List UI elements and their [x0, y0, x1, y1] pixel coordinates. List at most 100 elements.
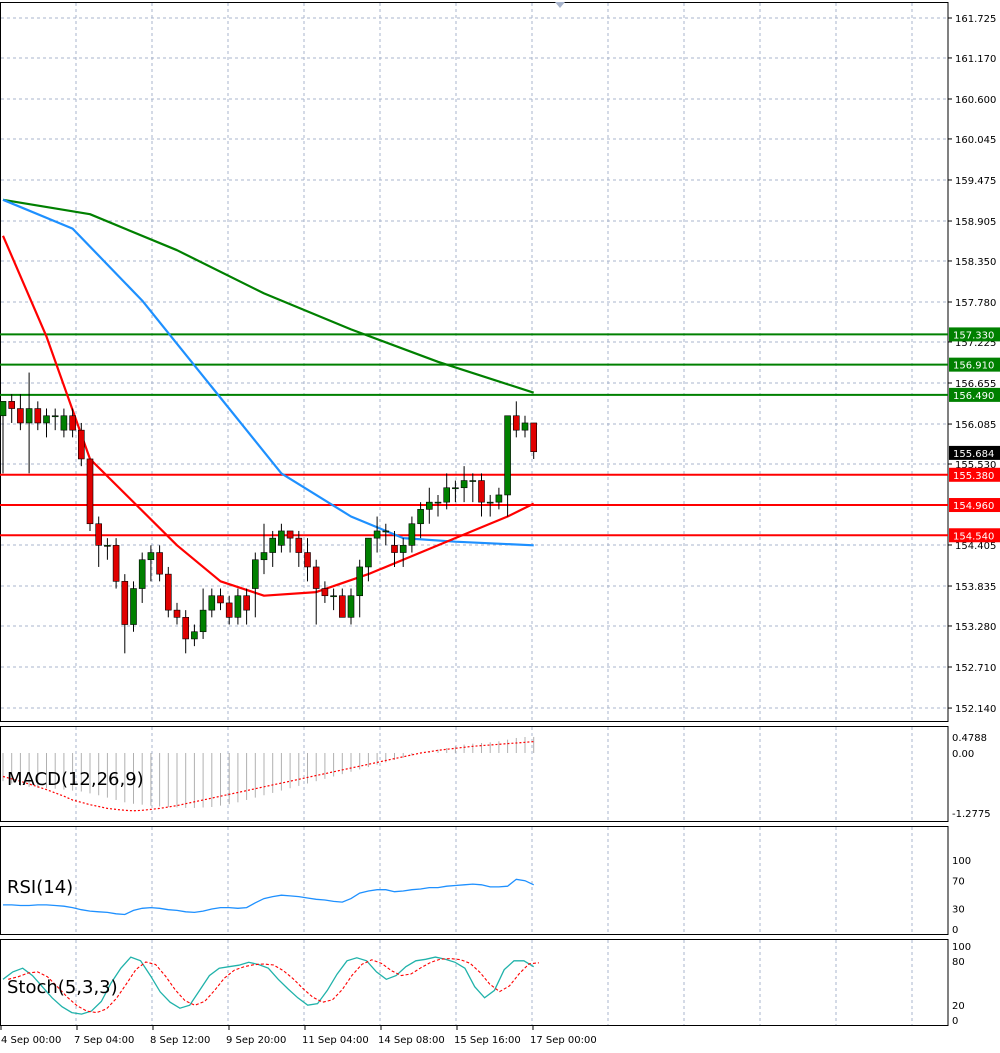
candle-body	[78, 429, 85, 460]
time-tick-label: 15 Sep 16:00	[454, 1035, 521, 1046]
price-tick-label: 160.045	[955, 135, 996, 146]
stoch-tick-label: 80	[952, 957, 965, 968]
candle-body	[460, 480, 468, 489]
pane-frame-2	[0, 826, 949, 935]
candle-body	[199, 609, 207, 633]
time-tick-label: 17 Sep 00:00	[530, 1035, 597, 1046]
time-tick-label: 11 Sep 04:00	[302, 1035, 369, 1046]
level-tag-label: 156.490	[953, 391, 994, 402]
candle-body	[225, 602, 233, 618]
candle-body	[138, 559, 146, 589]
price-tick-label: 161.725	[955, 14, 996, 25]
rsi-tick-label: 30	[952, 904, 965, 915]
price-tick-label: 161.170	[955, 54, 996, 65]
level-tag	[949, 357, 1000, 372]
stoch-tick-label: 0	[952, 1016, 958, 1027]
last-price-label: 155.684	[953, 449, 994, 460]
candle-body	[34, 408, 42, 424]
candle-body	[495, 494, 503, 503]
candle-body	[408, 523, 416, 546]
candle-body	[391, 545, 398, 553]
level-tag-label: 155.380	[953, 471, 994, 482]
candle-body	[295, 537, 303, 553]
moving-average-line-1	[2, 198, 534, 547]
candle-body	[191, 631, 198, 640]
candle-body	[338, 595, 346, 618]
price-tick-label: 153.280	[955, 622, 996, 633]
rsi-tick-label: 100	[952, 856, 971, 867]
price-tick-label: 159.475	[955, 176, 996, 187]
candle-body	[25, 408, 33, 424]
level-tag	[949, 387, 1000, 402]
level-tag	[949, 528, 1000, 543]
candle-body	[182, 617, 189, 640]
pane-frame-3	[0, 939, 949, 1026]
candle-body	[312, 566, 320, 589]
time-tick-label: 14 Sep 08:00	[378, 1035, 445, 1046]
candle-body	[347, 595, 355, 618]
candle-body	[425, 501, 433, 510]
candle-body	[173, 609, 181, 618]
candle-body	[147, 552, 155, 561]
candle-body	[512, 415, 520, 431]
time-tick-label: 8 Sep 12:00	[150, 1035, 210, 1046]
time-tick-label: 9 Sep 20:00	[226, 1035, 286, 1046]
macd-tick-label: 0.4788	[952, 733, 987, 744]
candle-body	[521, 422, 529, 431]
candle-body	[234, 595, 242, 618]
moving-averages-layer	[1, 198, 535, 597]
candle-body	[86, 458, 94, 525]
indicator-layer	[2, 736, 539, 1015]
price-tick-label: 158.350	[955, 257, 996, 268]
candle-body	[356, 566, 364, 597]
stoch-k-line	[2, 956, 535, 1015]
candle-body	[469, 480, 477, 482]
price-tick-label: 157.780	[955, 298, 996, 309]
price-tick-label: 157.225	[955, 338, 996, 349]
candle-body	[434, 501, 442, 504]
level-tag	[949, 498, 1000, 513]
moving-average-line-0	[2, 198, 535, 394]
candle-body	[60, 415, 68, 431]
price-tick-label: 152.710	[955, 663, 996, 674]
period-separator-marker	[555, 2, 565, 8]
candle-body	[51, 415, 59, 418]
macd-signal-line	[2, 741, 534, 812]
stoch-tick-label: 20	[952, 1001, 965, 1012]
candle-body	[95, 523, 102, 546]
candle-body	[217, 595, 224, 604]
candle-body	[452, 487, 459, 490]
candle-body	[260, 552, 268, 561]
grid-layer	[0, 2, 949, 1026]
candle-body	[252, 559, 259, 589]
pane-frame-1	[0, 726, 949, 822]
candle-body	[399, 545, 407, 553]
rsi-line	[3, 878, 534, 916]
indicator-name-label: Stoch(5,3,3)	[7, 977, 118, 998]
candle-body	[121, 581, 129, 625]
candle-body	[130, 588, 137, 625]
candle-body	[330, 595, 337, 598]
price-tick-label: 155.530	[955, 460, 996, 471]
indicator-name-label: MACD(12,26,9)	[7, 769, 144, 790]
candle-body	[43, 415, 50, 424]
candle-body	[530, 422, 538, 453]
level-tag-label: 154.540	[953, 531, 994, 542]
stoch-tick-label: 100	[952, 942, 971, 953]
rsi-tick-label: 70	[952, 877, 965, 888]
macd-tick-label: 0.00	[952, 749, 974, 760]
price-tick-label: 154.405	[955, 541, 996, 552]
candle-body	[112, 545, 120, 582]
candle-body	[286, 530, 294, 539]
price-tick-label: 153.835	[955, 582, 996, 593]
price-tick-label: 160.600	[955, 95, 996, 106]
price-tick-label: 158.905	[955, 217, 996, 228]
candle-body	[8, 401, 15, 409]
candle-body	[0, 401, 7, 417]
candle-body	[269, 537, 277, 553]
candle-body	[373, 530, 381, 539]
levels-layer	[0, 333, 948, 537]
stoch-d-line	[8, 958, 539, 1014]
